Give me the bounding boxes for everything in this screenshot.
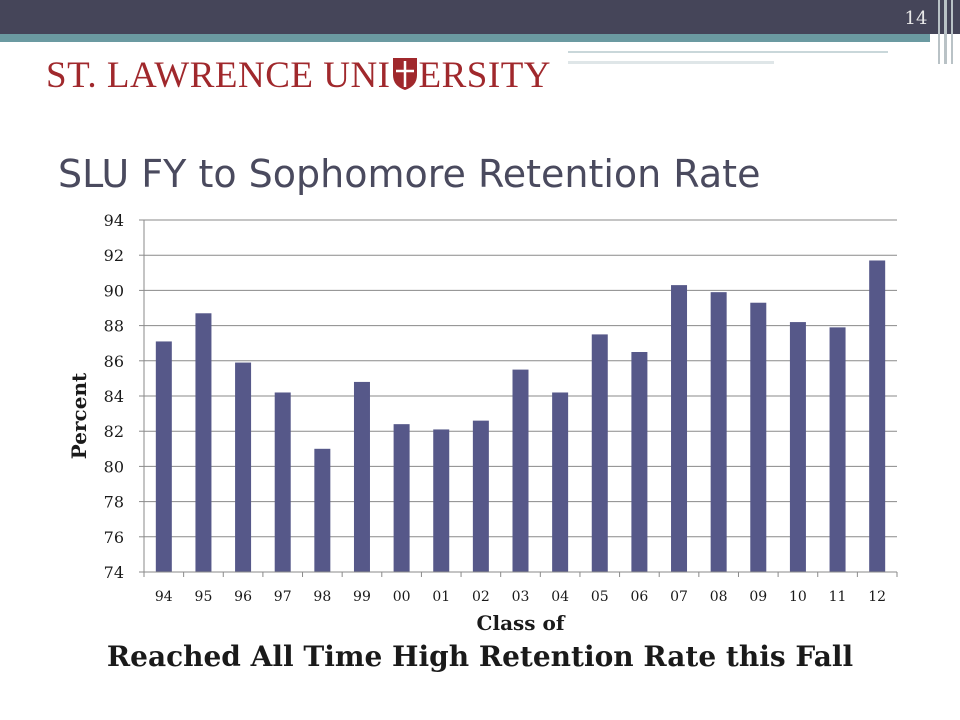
bar — [155, 341, 172, 572]
x-tick-label: 01 — [432, 589, 450, 605]
bar — [393, 424, 410, 572]
university-logo: ST. LAWRENCE UNI ERSITY — [46, 55, 551, 96]
slide-title: SLU FY to Sophomore Retention Rate — [58, 152, 761, 196]
x-tick-label: 11 — [829, 589, 847, 605]
logo-text-right: ERSITY — [418, 55, 552, 96]
decor-vline — [951, 0, 953, 64]
bar — [433, 429, 450, 572]
bar — [353, 381, 370, 572]
bar — [750, 302, 767, 572]
y-tick-label: 90 — [104, 281, 124, 300]
y-tick-label: 80 — [104, 457, 124, 476]
decor-vline — [938, 0, 940, 64]
y-tick-label: 82 — [104, 422, 124, 441]
bar — [512, 369, 529, 572]
bar — [869, 260, 886, 572]
bar — [631, 352, 648, 572]
x-tick-label: 08 — [710, 589, 728, 605]
x-tick-label: 10 — [789, 589, 807, 605]
accent-bar — [0, 34, 930, 42]
bar — [591, 334, 608, 572]
x-tick-label: 99 — [353, 589, 371, 605]
x-tick-label: 07 — [670, 589, 688, 605]
footer-caption: Reached All Time High Retention Rate thi… — [106, 640, 854, 673]
x-tick-label: 12 — [868, 589, 886, 605]
bar — [829, 327, 846, 572]
y-tick-label: 88 — [104, 317, 124, 336]
x-tick-label: 95 — [195, 589, 213, 605]
header-bar — [0, 0, 960, 34]
y-tick-label: 86 — [104, 352, 124, 371]
decor-line — [568, 51, 888, 53]
x-tick-label: 00 — [393, 589, 411, 605]
x-tick-label: 98 — [313, 589, 331, 605]
bar — [274, 392, 291, 572]
y-tick-label: 84 — [104, 387, 124, 406]
bar — [195, 313, 212, 572]
decor-line — [568, 61, 774, 64]
shield-icon — [392, 57, 418, 100]
x-tick-label: 06 — [630, 589, 648, 605]
y-tick-label: 76 — [104, 528, 124, 547]
bar — [235, 362, 252, 572]
page-number: 14 — [904, 8, 928, 29]
y-tick-label: 74 — [104, 563, 124, 582]
x-axis-title: Class of — [477, 611, 566, 635]
y-tick-label: 92 — [104, 246, 124, 265]
x-tick-label: 96 — [234, 589, 252, 605]
y-tick-label: 78 — [104, 493, 124, 512]
bar — [789, 322, 806, 572]
bar — [472, 420, 489, 572]
logo-text-left: ST. LAWRENCE UNI — [46, 55, 391, 96]
y-tick-label: 94 — [104, 211, 124, 230]
bar — [671, 285, 688, 572]
decor-vline — [944, 0, 947, 64]
bar — [710, 292, 727, 572]
x-tick-label: 02 — [472, 589, 490, 605]
bar — [552, 392, 569, 572]
x-tick-label: 09 — [749, 589, 767, 605]
y-axis-title: Percent — [67, 372, 91, 459]
x-tick-label: 05 — [591, 589, 609, 605]
x-tick-label: 04 — [551, 589, 569, 605]
x-tick-label: 97 — [274, 589, 292, 605]
x-tick-label: 03 — [512, 589, 530, 605]
bar — [314, 448, 331, 572]
x-tick-label: 94 — [155, 589, 173, 605]
